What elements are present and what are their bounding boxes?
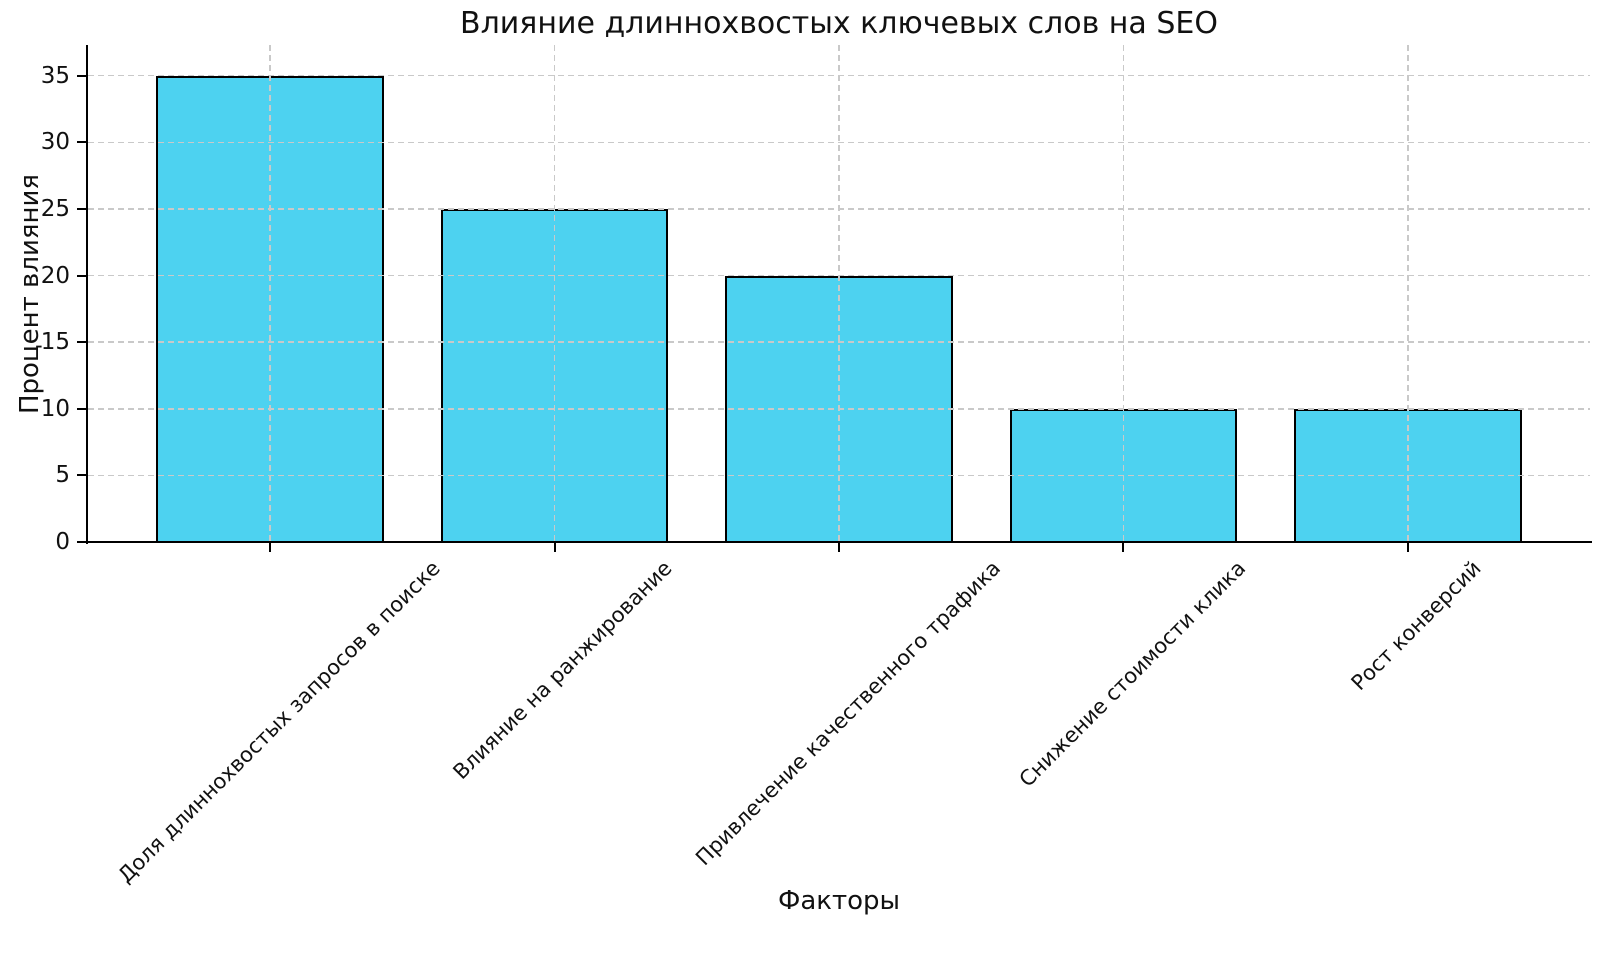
y-axis-spine (86, 45, 88, 544)
y-tick (77, 207, 87, 210)
y-tick-label: 35 (40, 62, 70, 89)
y-tick (77, 474, 87, 477)
y-tick-label: 10 (40, 395, 70, 422)
gridline-v (553, 45, 556, 542)
x-tick (553, 543, 556, 552)
y-tick-label: 15 (40, 329, 70, 356)
y-tick-label: 25 (40, 195, 70, 222)
gridline-v (1122, 45, 1125, 542)
y-tick-label: 5 (55, 462, 70, 489)
y-axis-label: Процент влияния (15, 173, 45, 415)
x-tick (1122, 543, 1125, 552)
chart-title: Влияние длиннохвостых ключевых слов на S… (460, 6, 1218, 41)
x-tick (838, 543, 840, 552)
gridline-v (1407, 45, 1409, 542)
x-tick-label: Привлечение качественного трафика (690, 556, 1005, 871)
y-tick (77, 274, 87, 277)
x-tick-label: Рост конверсий (1346, 556, 1486, 696)
x-tick-label: Доля длиннохвостых запросов в поиске (112, 556, 445, 888)
gridline-v (838, 45, 840, 542)
y-tick (77, 341, 87, 344)
plot-area (88, 45, 1590, 542)
y-tick (77, 407, 87, 410)
gridline-v (269, 45, 271, 542)
y-tick-label: 30 (40, 129, 70, 156)
x-tick (1406, 543, 1409, 552)
y-tick (77, 141, 87, 144)
y-tick-label: 0 (55, 529, 70, 555)
y-tick-label: 20 (40, 262, 70, 289)
y-tick (77, 74, 87, 77)
x-axis-spine (86, 541, 1592, 543)
y-tick (77, 541, 87, 543)
x-tick (269, 543, 272, 552)
x-axis-label: Факторы (777, 886, 901, 916)
x-tick-label: Снижение стоимости клика (1014, 556, 1251, 792)
x-tick-label: Влияние на ранжирование (448, 556, 677, 785)
